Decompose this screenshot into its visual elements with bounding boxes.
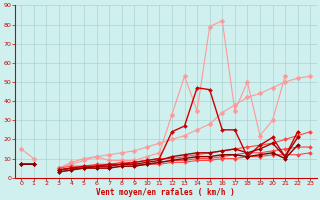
X-axis label: Vent moyen/en rafales ( km/h ): Vent moyen/en rafales ( km/h )	[96, 188, 235, 197]
